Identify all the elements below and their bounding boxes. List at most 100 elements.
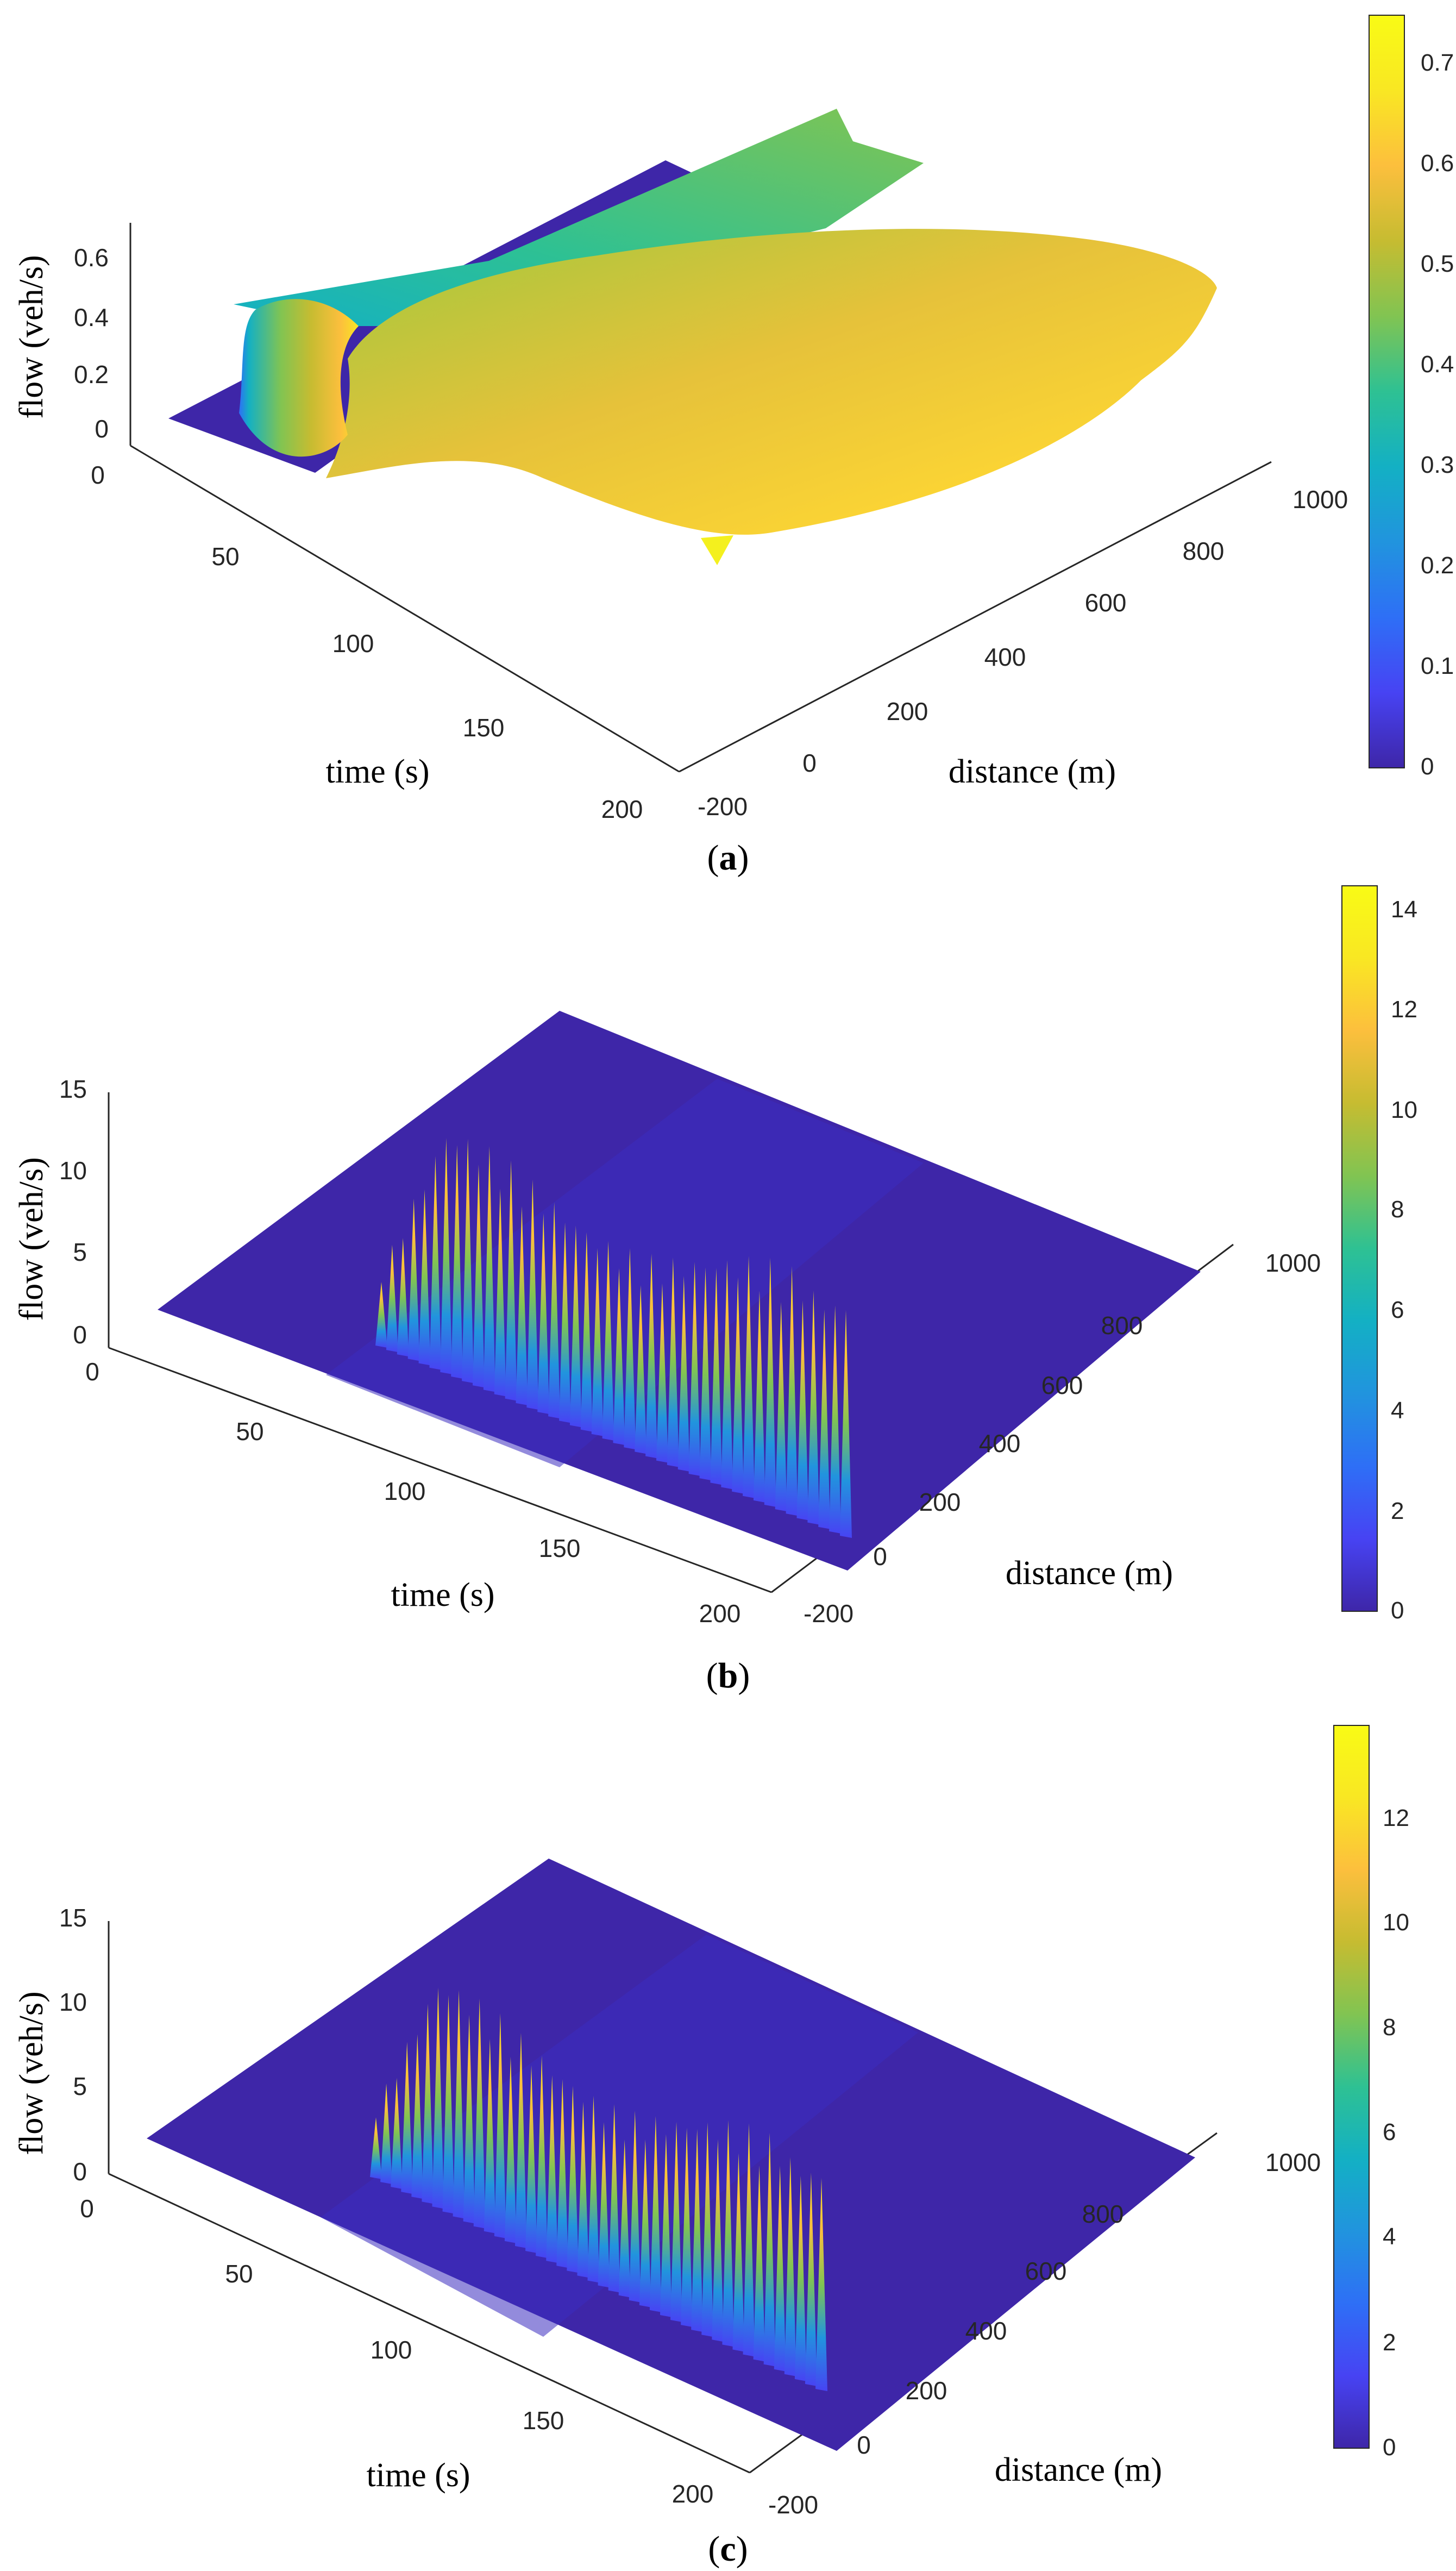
distance-tick: 600 bbox=[1041, 1371, 1083, 1399]
flow-spike bbox=[411, 2034, 424, 2199]
flow-spike bbox=[660, 2134, 672, 2317]
z-axis-label: flow (veh/s) bbox=[13, 255, 50, 418]
time-tick: 150 bbox=[539, 1534, 581, 1562]
panel-caption: (a) bbox=[707, 838, 749, 878]
flow-spike bbox=[818, 1309, 831, 1529]
time-axis-line bbox=[130, 445, 680, 773]
flow-spike bbox=[591, 1248, 604, 1436]
distance-tick: 800 bbox=[1101, 1311, 1143, 1340]
time-ticks: 0 50 100 150 200 bbox=[85, 1358, 740, 1628]
flow-spike bbox=[525, 2065, 538, 2254]
flow-spike bbox=[764, 1258, 776, 1507]
flow-spike bbox=[629, 2111, 641, 2303]
distance-tick: -200 bbox=[698, 792, 748, 821]
time-tick: 50 bbox=[236, 1417, 263, 1446]
flow-spike bbox=[774, 2166, 786, 2372]
time-tick: 150 bbox=[463, 714, 505, 742]
flow-spike bbox=[775, 1302, 787, 1512]
flow-spike bbox=[598, 2122, 610, 2288]
z-ticks: 0 0.2 0.4 0.6 bbox=[74, 243, 109, 443]
time-ticks: 0 50 100 150 200 bbox=[91, 461, 643, 823]
flow-spike bbox=[504, 2056, 517, 2243]
colorbar-ticks: 0 0.1 0.2 0.3 0.4 0.5 0.6 0.7 bbox=[1421, 49, 1454, 780]
flow-spike bbox=[753, 2165, 765, 2362]
flow-spike bbox=[743, 1256, 755, 1498]
colorbar-tick: 10 bbox=[1383, 1909, 1409, 1936]
flow-spike bbox=[370, 2117, 382, 2179]
flow-spike bbox=[656, 1283, 668, 1463]
distance-tick: 600 bbox=[1025, 2257, 1067, 2285]
colorbar-tick: 12 bbox=[1391, 996, 1417, 1023]
flow-spike bbox=[429, 1156, 442, 1370]
colorbar-tick: 0.1 bbox=[1421, 653, 1454, 679]
flow-spike bbox=[386, 1244, 398, 1353]
distance-axis-line bbox=[679, 461, 1272, 773]
colorbar-tick: 2 bbox=[1391, 1498, 1404, 1524]
panel-b: 0 5 10 15 flow (veh/s) 0 50 100 150 200 … bbox=[13, 885, 1417, 1696]
flow-spike bbox=[639, 2139, 651, 2307]
flow-spike bbox=[407, 1198, 420, 1361]
flow-spike bbox=[473, 1998, 486, 2229]
distance-tick: -200 bbox=[768, 2491, 818, 2519]
flow-spike bbox=[451, 1145, 463, 1379]
surface-floor-shade bbox=[321, 1935, 918, 2337]
panel-c: 0 5 10 15 flow (veh/s) 0 50 100 150 200 … bbox=[13, 1725, 1409, 2569]
panel-caption: (c) bbox=[708, 2529, 748, 2569]
flow-spike bbox=[422, 2004, 434, 2204]
time-tick: 0 bbox=[80, 2194, 94, 2223]
distance-tick: 0 bbox=[857, 2431, 871, 2459]
colorbar-tick: 0.2 bbox=[1421, 552, 1454, 579]
flow-spike bbox=[472, 1165, 485, 1388]
distance-axis-label: distance (m) bbox=[995, 2451, 1162, 2488]
time-tick: 200 bbox=[601, 795, 643, 823]
colorbar-tick: 0 bbox=[1383, 2434, 1396, 2461]
distance-ticks: -200 0 200 400 600 800 1000 bbox=[698, 485, 1348, 821]
time-tick: 50 bbox=[225, 2260, 253, 2288]
z-tick: 0.4 bbox=[74, 303, 109, 331]
colorbar-ticks: 0 2 4 6 8 10 12 14 bbox=[1391, 896, 1417, 1624]
distance-tick: 0 bbox=[802, 749, 817, 777]
flow-spike bbox=[546, 2075, 558, 2263]
colorbar-tick: 0.5 bbox=[1421, 251, 1454, 277]
flow-spike bbox=[721, 1260, 733, 1490]
distance-tick: 800 bbox=[1082, 2200, 1124, 2228]
flow-spike bbox=[763, 2132, 776, 2367]
flow-spike bbox=[699, 1267, 712, 1481]
flow-spike bbox=[494, 2013, 506, 2238]
distance-tick: 200 bbox=[906, 2376, 947, 2405]
flow-spike bbox=[840, 1310, 852, 1538]
surface-left-edge bbox=[239, 299, 359, 457]
time-axis-label: time (s) bbox=[391, 1577, 494, 1613]
flow-spike bbox=[548, 1202, 561, 1419]
flow-spike bbox=[743, 2123, 755, 2357]
colorbar-tick: 8 bbox=[1383, 2014, 1396, 2041]
z-tick: 0.2 bbox=[74, 360, 109, 389]
colorbar-tick: 14 bbox=[1391, 896, 1417, 923]
flow-spike bbox=[602, 1241, 614, 1441]
distance-tick: 200 bbox=[919, 1488, 961, 1516]
flow-spike bbox=[732, 1277, 744, 1494]
flow-spike bbox=[577, 2101, 589, 2278]
colorbar-tick: 8 bbox=[1391, 1196, 1404, 1223]
distance-tick: 1000 bbox=[1265, 1249, 1321, 1277]
flow-spike bbox=[442, 1995, 455, 2214]
flow-spike bbox=[505, 1160, 517, 1401]
flow-spike bbox=[815, 2178, 827, 2391]
z-tick: 0 bbox=[95, 415, 109, 443]
distance-ticks: -200 0 200 400 600 800 1000 bbox=[768, 2148, 1321, 2519]
distance-tick: 400 bbox=[965, 2317, 1007, 2345]
flow-spike bbox=[587, 2095, 600, 2283]
distance-axis-label: distance (m) bbox=[1006, 1555, 1173, 1592]
colorbar-tick: 6 bbox=[1383, 2119, 1396, 2145]
colorbar-tick: 0 bbox=[1421, 753, 1434, 780]
distance-tick: 1000 bbox=[1292, 485, 1348, 514]
flow-spike bbox=[807, 1290, 820, 1525]
flow-spike bbox=[722, 2120, 735, 2347]
colorbar-tick: 0.3 bbox=[1421, 452, 1454, 478]
flow-spike bbox=[624, 1248, 636, 1450]
flow-spike bbox=[526, 1179, 539, 1410]
flow-spike bbox=[432, 1987, 444, 2209]
flow-spike bbox=[667, 1258, 679, 1467]
colorbar bbox=[1333, 1725, 1370, 2449]
